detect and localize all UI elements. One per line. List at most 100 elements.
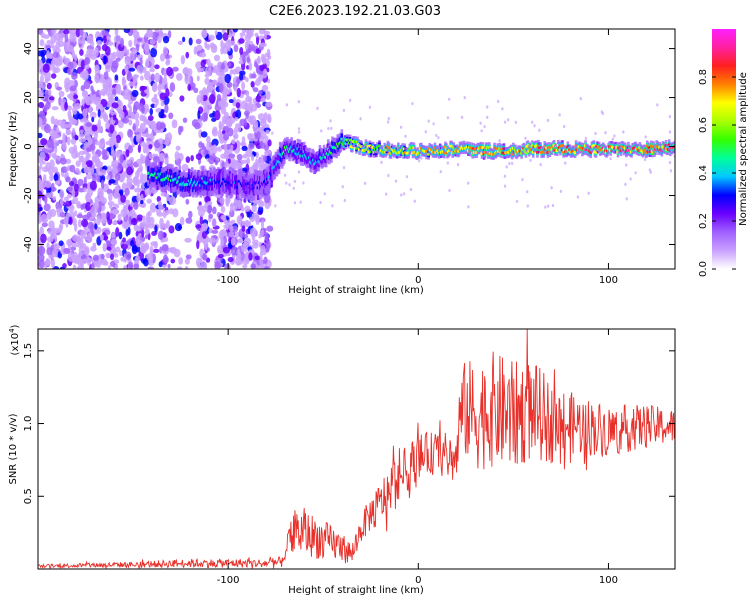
snr-x-axis-label: Height of straight line (km): [288, 585, 424, 596]
spectrogram-noise-blob: [208, 81, 214, 90]
spectrogram-noise-blob: [241, 145, 248, 152]
spectrogram-noise-blob: [255, 94, 262, 103]
spectrogram-noise-blob: [72, 127, 76, 134]
spectrogram-noise-blob: [118, 110, 125, 119]
spectrogram-noise-blob: [90, 262, 95, 269]
spectrogram-noise-blob: [137, 144, 142, 153]
spectrogram-noise-blob: [126, 49, 130, 56]
spectrogram-noise-blob: [64, 33, 69, 43]
spectrogram-noise-blob: [141, 245, 147, 254]
spectrogram-noise-blob: [56, 119, 64, 126]
spectrogram-noise-blob: [147, 115, 154, 121]
spectrogram-noise-blob: [463, 96, 466, 100]
spectrogram-noise-blob: [129, 209, 136, 218]
spectrogram-noise-blob: [139, 126, 144, 134]
spectrogram-noise-blob: [404, 134, 407, 138]
snr-x-tick-label: 0: [415, 575, 421, 586]
spectrogram-noise-blob: [46, 210, 52, 220]
spectrogram-noise-blob: [225, 197, 230, 207]
spectrogram-noise-blob: [576, 195, 580, 199]
spectrogram-noise-blob: [75, 167, 80, 174]
spectrogram-noise-blob: [248, 115, 254, 121]
spectrogram-noise-blob: [60, 102, 65, 111]
spectrogram-noise-blob: [66, 167, 70, 172]
spectrogram-noise-blob: [330, 126, 333, 130]
spectrogram-noise-blob: [139, 57, 143, 66]
spectrogram-noise-blob: [203, 149, 211, 156]
spectrogram-noise-blob: [46, 50, 50, 59]
spectrogram-noise-blob: [112, 114, 117, 121]
spectrogram-noise-blob: [66, 45, 75, 53]
spectrogram-noise-blob: [120, 37, 124, 48]
spectrogram-noise-blob: [230, 219, 236, 225]
spectrogram-noise-blob: [85, 192, 92, 203]
spectrogram-noise-blob: [551, 203, 555, 208]
spectrogram-noise-blob: [124, 199, 131, 206]
spectrogram-noise-blob: [283, 173, 287, 177]
spectrogram-noise-blob: [104, 62, 111, 73]
spectrogram-noise-blob: [184, 258, 190, 265]
spectrogram-noise-blob: [185, 217, 193, 224]
spectrogram-noise-blob: [342, 166, 346, 170]
spectrogram-noise-blob: [171, 119, 178, 129]
spectrogram-noise-blob: [435, 133, 438, 138]
spectrogram-noise-blob: [77, 219, 82, 228]
spectrogram-noise-blob: [146, 198, 153, 204]
spectrogram-noise-blob: [243, 117, 247, 127]
spectrogram-noise-blob: [100, 137, 106, 148]
spectrogram-noise-blob: [101, 169, 107, 176]
spectrogram-noise-blob: [259, 251, 263, 261]
spectrogram-y-axis-label: Frequency (Hz): [8, 111, 19, 187]
spectrogram-noise-blob: [231, 162, 237, 170]
spectrogram-noise-blob: [163, 47, 169, 56]
spectrogram-noise-blob: [257, 74, 264, 81]
spectrogram-noise-blob: [38, 216, 42, 223]
spectrogram-noise-blob: [95, 140, 99, 146]
spectrogram-noise-blob: [228, 98, 234, 104]
spectrogram-y-tick-label: -40: [23, 236, 34, 252]
spectrogram-noise-blob: [86, 35, 94, 44]
spectrogram-noise-blob: [288, 183, 291, 187]
spectrogram-noise-blob: [62, 132, 66, 143]
spectrogram-noise-blob: [394, 179, 398, 183]
spectrogram-noise-blob: [145, 228, 150, 234]
spectrogram-noise-blob: [86, 256, 92, 266]
spectrogram-noise-blob: [467, 181, 470, 185]
spectrogram-noise-blob: [405, 175, 409, 179]
spectrogram-noise-blob: [248, 62, 253, 71]
snr-series-line: [38, 329, 675, 569]
spectrogram-noise-blob: [218, 230, 225, 240]
spectrogram-noise-blob: [584, 136, 588, 141]
spectrogram-noise-blob: [92, 242, 97, 248]
spectrogram-noise-blob: [230, 237, 237, 246]
spectrogram-noise-blob: [643, 157, 647, 162]
spectrogram-noise-blob: [266, 225, 274, 232]
spectrogram-noise-blob: [227, 256, 234, 263]
spectrogram-noise-blob: [259, 42, 267, 48]
spectrogram-noise-blob: [41, 222, 48, 228]
spectrogram-noise-blob: [669, 169, 673, 173]
spectrogram-noise-blob: [101, 149, 107, 157]
spectrogram-noise-blob: [203, 239, 209, 249]
spectrogram-noise-blob: [203, 29, 207, 38]
spectrogram-noise-blob: [232, 133, 239, 139]
spectrogram-noise-blob: [113, 248, 117, 254]
colorbar-gradient: [712, 29, 736, 269]
spectrogram-noise-blob: [110, 146, 114, 154]
spectrogram-noise-blob: [644, 135, 647, 139]
spectrogram-noise-blob: [380, 160, 383, 165]
spectrogram-noise-blob: [79, 29, 84, 37]
spectrogram-noise-blob: [68, 146, 76, 154]
spectrogram-noise-blob: [154, 64, 160, 70]
spectrogram-noise-blob: [55, 208, 64, 213]
spectrogram-noise-blob: [594, 131, 597, 136]
spectrogram-noise-blob: [126, 159, 132, 164]
spectrogram-noise-blob: [225, 118, 233, 128]
spectrogram-noise-blob: [601, 111, 605, 116]
spectrogram-noise-blob: [264, 52, 271, 58]
spectrogram-noise-blob: [38, 253, 45, 262]
spectrogram-noise-blob: [54, 32, 61, 41]
spectrogram-noise-blob: [446, 161, 450, 165]
spectrogram-noise-blob: [122, 117, 130, 124]
spectrogram-noise-blob: [136, 225, 141, 232]
